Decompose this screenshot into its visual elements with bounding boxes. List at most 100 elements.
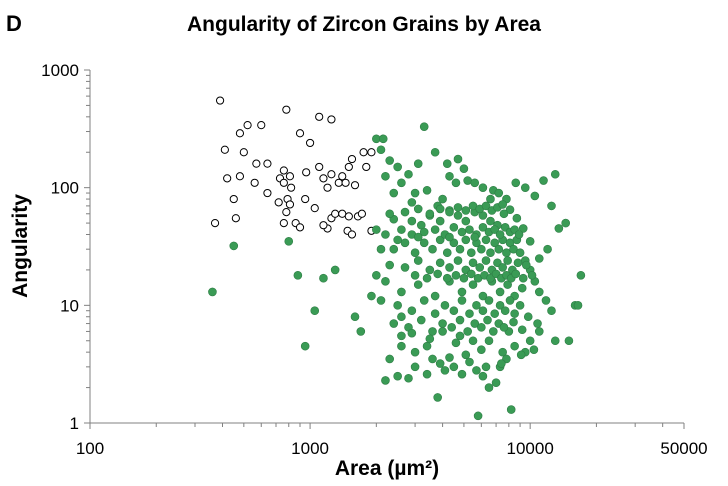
- filled-circle-point: [547, 201, 556, 211]
- open-circle-point: [282, 207, 291, 217]
- filled-circle-point: [498, 347, 507, 357]
- open-circle-point: [319, 174, 328, 183]
- filled-circle-point: [461, 350, 471, 360]
- filled-circle-point: [527, 270, 537, 280]
- filled-circle-point: [451, 178, 461, 188]
- filled-circle-point: [381, 171, 390, 181]
- filled-circle-point: [459, 273, 469, 283]
- filled-circle-point: [447, 323, 456, 332]
- open-circle-point: [243, 121, 252, 130]
- filled-circle-point: [410, 188, 420, 198]
- open-circle-point: [231, 214, 240, 223]
- open-circle-point: [323, 183, 332, 192]
- filled-circle-point: [534, 327, 544, 336]
- open-circle-point: [305, 138, 315, 148]
- filled-circle-point: [435, 258, 445, 268]
- open-circle-point: [344, 212, 353, 221]
- filled-circle-point: [397, 341, 406, 351]
- open-circle-point: [327, 115, 336, 124]
- open-circle-point: [295, 129, 305, 138]
- filled-circle-point: [404, 169, 413, 179]
- filled-circle-point: [438, 319, 447, 328]
- x-axis-title: Area (µm²): [335, 457, 439, 480]
- filled-circle-point: [499, 323, 509, 332]
- filled-circle-point: [457, 227, 467, 237]
- filled-circle-point: [385, 354, 394, 364]
- y-tick-label: 1: [70, 414, 79, 433]
- open-circle-point: [235, 129, 245, 138]
- filled-circle-point: [495, 301, 505, 310]
- filled-circle-point: [463, 327, 472, 336]
- filled-circle-point: [407, 306, 417, 316]
- filled-circle-point: [470, 232, 480, 242]
- filled-circle-point: [376, 145, 386, 155]
- open-circle-point: [279, 178, 288, 187]
- filled-circle-point: [547, 306, 556, 316]
- filled-circle-point: [422, 341, 432, 351]
- filled-circle-point: [503, 256, 512, 265]
- filled-circle-point: [465, 309, 474, 318]
- filled-circle-point: [461, 235, 471, 245]
- filled-circle-point: [367, 291, 376, 301]
- filled-circle-point: [385, 260, 394, 270]
- filled-circle-point: [515, 301, 525, 310]
- filled-circle-point: [554, 224, 564, 233]
- filled-circle-point: [433, 393, 442, 402]
- filled-circle-point: [419, 227, 429, 237]
- filled-circle-point: [449, 306, 459, 316]
- filled-circle-point: [455, 244, 465, 254]
- filled-circle-point: [461, 216, 471, 226]
- x-tick-label: 1000: [291, 439, 329, 458]
- open-circle-point: [210, 218, 220, 228]
- open-circle-point: [350, 181, 360, 190]
- filled-circle-point: [397, 225, 406, 234]
- filled-circle-point: [505, 205, 515, 214]
- filled-circle-point: [481, 362, 491, 372]
- filled-circle-point: [410, 248, 420, 258]
- filled-circle-point: [389, 319, 399, 328]
- filled-circle-point: [442, 248, 452, 258]
- filled-circle-point: [461, 206, 471, 215]
- filled-circle-point: [400, 207, 410, 217]
- filled-circle-point: [404, 373, 413, 383]
- filled-circle-point: [483, 315, 492, 325]
- filled-circle-point: [518, 273, 528, 283]
- open-circle-point: [331, 209, 340, 218]
- filled-circle-point: [550, 336, 560, 346]
- filled-circle-point: [509, 317, 518, 327]
- open-circle-point: [367, 148, 376, 157]
- filled-circle-point: [490, 309, 500, 318]
- open-circle-point: [263, 188, 272, 198]
- filled-circle-point: [445, 263, 454, 272]
- filled-circle-point: [478, 183, 488, 192]
- open-circle-point: [282, 105, 291, 114]
- filled-circle-point: [453, 154, 463, 164]
- filled-circle-point: [468, 258, 478, 268]
- filled-circle-point: [481, 235, 491, 245]
- open-circle-point: [341, 178, 350, 187]
- filled-circle-point: [505, 296, 515, 305]
- x-minor-ticks: [89, 423, 685, 429]
- filled-circle-point: [407, 328, 417, 338]
- open-circle-point: [295, 223, 305, 232]
- filled-circle-point: [486, 194, 495, 204]
- filled-circle-point: [440, 301, 450, 310]
- open-circle-point: [285, 200, 295, 209]
- filled-circle-point: [510, 309, 519, 318]
- filled-circle-point: [512, 213, 522, 223]
- filled-circle-point: [425, 265, 435, 275]
- chart-title: Angularity of Zircon Grains by Area: [187, 13, 541, 36]
- filled-circle-point: [576, 270, 586, 280]
- filled-circle-point: [453, 256, 463, 265]
- filled-circle-point: [393, 162, 402, 172]
- filled-circle-point: [393, 371, 402, 381]
- filled-circle-point: [494, 244, 504, 254]
- open-circle-point: [274, 198, 283, 207]
- filled-circle-point: [468, 336, 478, 346]
- open-circle-point: [263, 159, 272, 168]
- filled-circle-point: [521, 260, 531, 270]
- filled-circle-point: [475, 263, 485, 272]
- filled-circle-point: [389, 188, 399, 198]
- open-circle-point: [279, 166, 288, 175]
- filled-circle-point: [477, 244, 486, 254]
